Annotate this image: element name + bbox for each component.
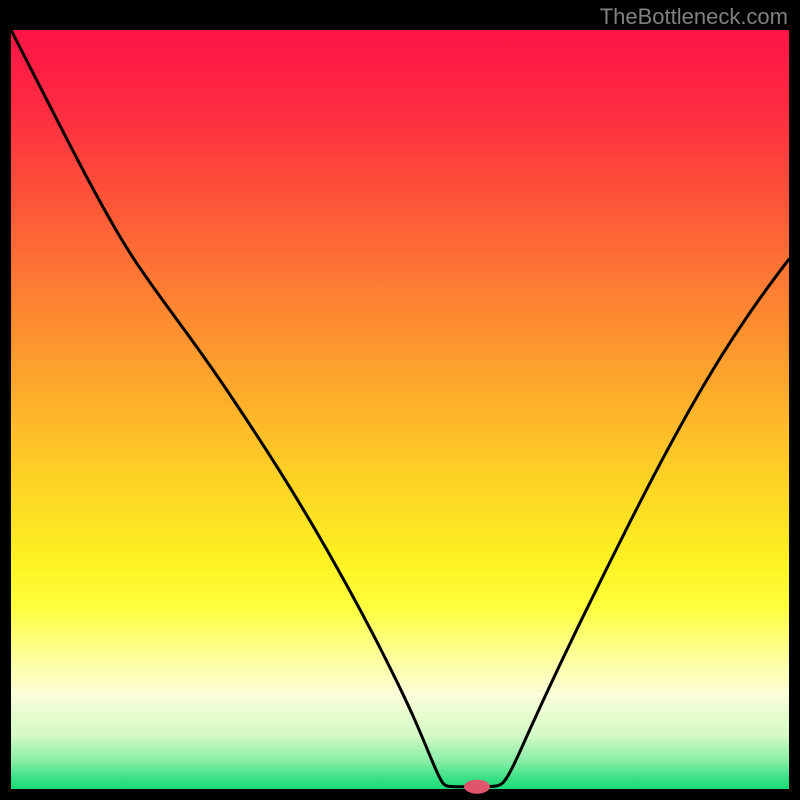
chart-container: TheBottleneck.com — [0, 0, 800, 800]
plot-background — [11, 30, 789, 789]
bottleneck-chart — [0, 0, 800, 800]
optimal-marker — [464, 780, 490, 794]
watermark-text: TheBottleneck.com — [600, 4, 788, 30]
